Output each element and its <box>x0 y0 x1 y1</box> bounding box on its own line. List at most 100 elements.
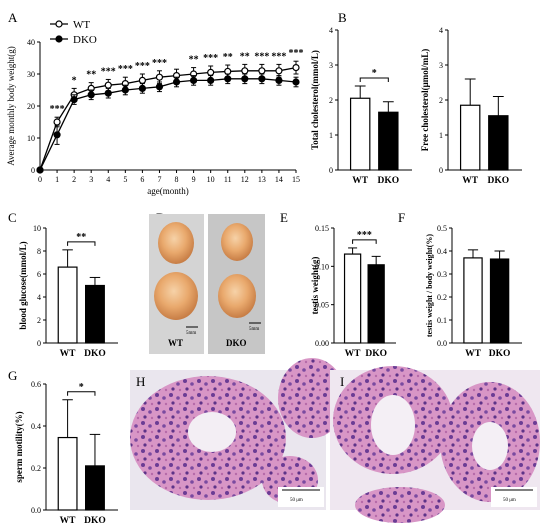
x-category-label-dko: DKO <box>84 516 106 524</box>
panel-label-c: C <box>8 210 17 225</box>
data-point-wt <box>207 68 215 77</box>
x-category-label-wt: WT <box>465 349 482 359</box>
legend-label-dko: DKO <box>73 34 97 46</box>
bar-dko <box>84 465 105 511</box>
x-tick-label-a: 8 <box>175 175 179 184</box>
data-point-wt <box>275 67 283 75</box>
data-point-dko <box>224 75 232 83</box>
y-tick-label-e: 0.10 <box>315 262 329 271</box>
significance-marker-g: * <box>79 382 84 393</box>
y-tick-label-e: 0.05 <box>315 301 329 310</box>
y-tick-label-g: 0.4 <box>31 422 41 431</box>
axes-f <box>451 228 522 344</box>
tubule-bottom-i <box>355 487 445 523</box>
y-tick-label-a: 30 <box>27 70 35 79</box>
y-tick-label-c: 6 <box>37 270 41 279</box>
scale-label-i: 50 μm <box>503 498 516 503</box>
significance-marker-a: *** <box>50 104 65 115</box>
y-tick-label-b1: 4 <box>329 26 333 35</box>
y-tick-label-g: 0.2 <box>31 464 41 473</box>
x-tick-label-a: 0 <box>38 175 42 184</box>
photo-label-wt: WT <box>168 338 183 348</box>
y-tick-label-c: 0 <box>37 339 41 348</box>
y-tick-label-b2: 2 <box>439 96 443 105</box>
testis-wt-top <box>158 222 194 264</box>
significance-marker-a: * <box>72 75 77 86</box>
x-tick-label-a: 11 <box>224 175 232 184</box>
panel-label-h: H <box>136 374 145 389</box>
data-point-wt <box>104 81 112 89</box>
y-axis-label-b2: Free cholesterol(μmol/mL) <box>420 49 430 152</box>
tubule-lumen-h <box>188 412 236 452</box>
x-tick-label-a: 10 <box>207 175 215 184</box>
x-category-label-dko: DKO <box>84 349 106 359</box>
data-point-dko <box>53 131 61 139</box>
x-category-label-wt: WT <box>345 349 362 359</box>
y-tick-label-a: 0 <box>31 166 35 175</box>
y-tick-label-e: 0.15 <box>315 224 329 233</box>
y-tick-label-f: 0.2 <box>437 293 447 302</box>
significance-marker-c: ** <box>76 232 86 243</box>
series-line-wt <box>39 66 297 171</box>
data-point-dko <box>241 75 249 83</box>
legend-marker-dko <box>55 35 63 43</box>
bar-wt <box>463 257 483 344</box>
x-category-label-dko: DKO <box>489 349 511 359</box>
significance-marker-a: *** <box>271 51 286 62</box>
significance-marker-a: *** <box>101 66 116 77</box>
x-tick-label-a: 14 <box>275 175 283 184</box>
x-tick-label-a: 1 <box>55 175 59 184</box>
y-axis-label-b1: Total cholesterol(mmol/L) <box>310 50 320 150</box>
x-tick-label-a: 9 <box>192 175 196 184</box>
significance-marker-a: ** <box>240 51 250 62</box>
tubule-lumen-i-right <box>472 422 508 470</box>
y-tick-label-c: 10 <box>33 224 41 233</box>
y-tick-label-a: 40 <box>27 38 35 47</box>
data-point-dko <box>207 76 215 85</box>
data-point-wt <box>138 76 146 85</box>
significance-bracket-b1 <box>359 77 389 82</box>
x-category-label-wt: WT <box>462 176 479 186</box>
bar-wt <box>459 104 481 171</box>
x-category-label-wt: WT <box>352 176 369 186</box>
x-tick-label-a: 3 <box>89 175 93 184</box>
data-point-wt <box>292 63 300 72</box>
axes-b1 <box>337 30 412 171</box>
data-point-dko <box>87 91 95 99</box>
axes-b2 <box>447 30 522 171</box>
significance-bracket-c <box>67 241 96 246</box>
y-tick-label-e: 0.00 <box>315 339 329 348</box>
panel-label-i: I <box>340 374 344 389</box>
scale-label-h: 50 μm <box>290 498 303 503</box>
x-category-label-wt: WT <box>60 349 77 359</box>
x-tick-label-a: 5 <box>123 175 127 184</box>
axes-g <box>45 384 118 511</box>
legend-label-wt: WT <box>73 19 90 31</box>
data-point-dko <box>292 78 300 86</box>
significance-marker-a: *** <box>289 48 304 59</box>
x-axis-label-a: age(month) <box>147 186 188 196</box>
testis-dko-top <box>221 223 253 261</box>
y-tick-label-b2: 4 <box>439 26 443 35</box>
scale-label-d-dko: 5mm <box>249 327 259 332</box>
bar-dko <box>488 115 509 171</box>
y-tick-label-b2: 0 <box>439 166 443 175</box>
y-tick-label-f: 0.0 <box>437 339 447 348</box>
significance-marker-a: *** <box>203 53 218 64</box>
x-category-label-dko: DKO <box>377 176 399 186</box>
y-tick-label-g: 0.6 <box>31 380 41 389</box>
chart-panel-e: E 0.00 0.05 0.10 0.15 testis weight(g) WT DKO **… <box>280 210 396 359</box>
data-point-dko <box>104 89 112 97</box>
x-category-label-dko: DKO <box>365 349 387 359</box>
bar-dko <box>367 264 385 344</box>
x-tick-label-a: 12 <box>241 175 249 184</box>
image-panel-h-histology: 50 μm H <box>130 358 346 510</box>
panel-label-g: G <box>8 368 17 383</box>
y-tick-label-b1: 2 <box>329 96 333 105</box>
photo-label-dko: DKO <box>226 338 247 348</box>
bar-dko <box>84 284 105 344</box>
data-point-dko <box>172 78 181 86</box>
x-tick-label-a: 7 <box>157 175 161 184</box>
